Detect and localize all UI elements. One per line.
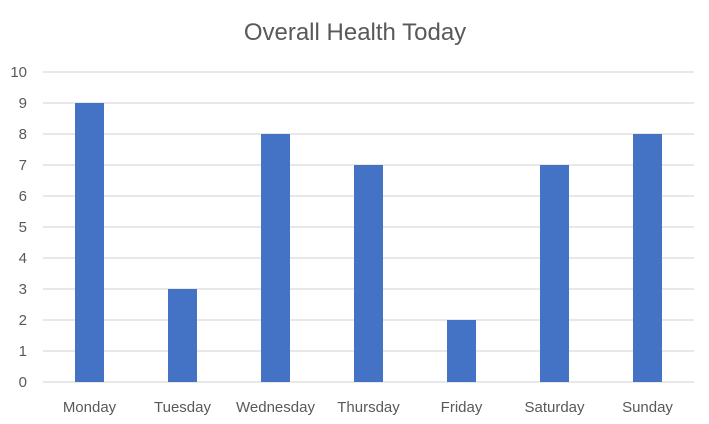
y-tick-label-3: 3: [19, 281, 27, 298]
x-category-label-saturday: Saturday: [524, 399, 585, 416]
bar-monday: [75, 103, 104, 382]
bar-friday: [447, 320, 476, 382]
bar-thursday: [354, 165, 383, 382]
y-tick-label-4: 4: [19, 250, 27, 267]
y-tick-label-1: 1: [19, 343, 27, 360]
y-tick-label-9: 9: [19, 95, 27, 112]
y-tick-label-10: 10: [10, 64, 27, 81]
x-axis-category-labels: Monday Tuesday Wednesday Thursday Friday Satu…: [63, 399, 674, 416]
y-tick-label-8: 8: [19, 126, 27, 143]
y-tick-label-2: 2: [19, 312, 27, 329]
x-category-label-tuesday: Tuesday: [154, 399, 211, 416]
x-category-label-thursday: Thursday: [337, 399, 400, 416]
chart-title: Overall Health Today: [244, 19, 466, 46]
y-tick-label-5: 5: [19, 219, 27, 236]
x-category-label-sunday: Sunday: [622, 399, 673, 416]
x-category-label-monday: Monday: [63, 399, 117, 416]
bar-tuesday: [168, 289, 197, 382]
bar-saturday: [540, 165, 569, 382]
bar-wednesday: [261, 134, 290, 382]
y-tick-label-6: 6: [19, 188, 27, 205]
bars: [75, 103, 662, 382]
x-category-label-friday: Friday: [441, 399, 483, 416]
x-category-label-wednesday: Wednesday: [236, 399, 315, 416]
y-tick-label-7: 7: [19, 157, 27, 174]
y-axis-tick-labels: 0 1 2 3 4 5 6 7 8 9 10: [10, 64, 27, 391]
y-tick-label-0: 0: [19, 374, 27, 391]
bar-sunday: [633, 134, 662, 382]
